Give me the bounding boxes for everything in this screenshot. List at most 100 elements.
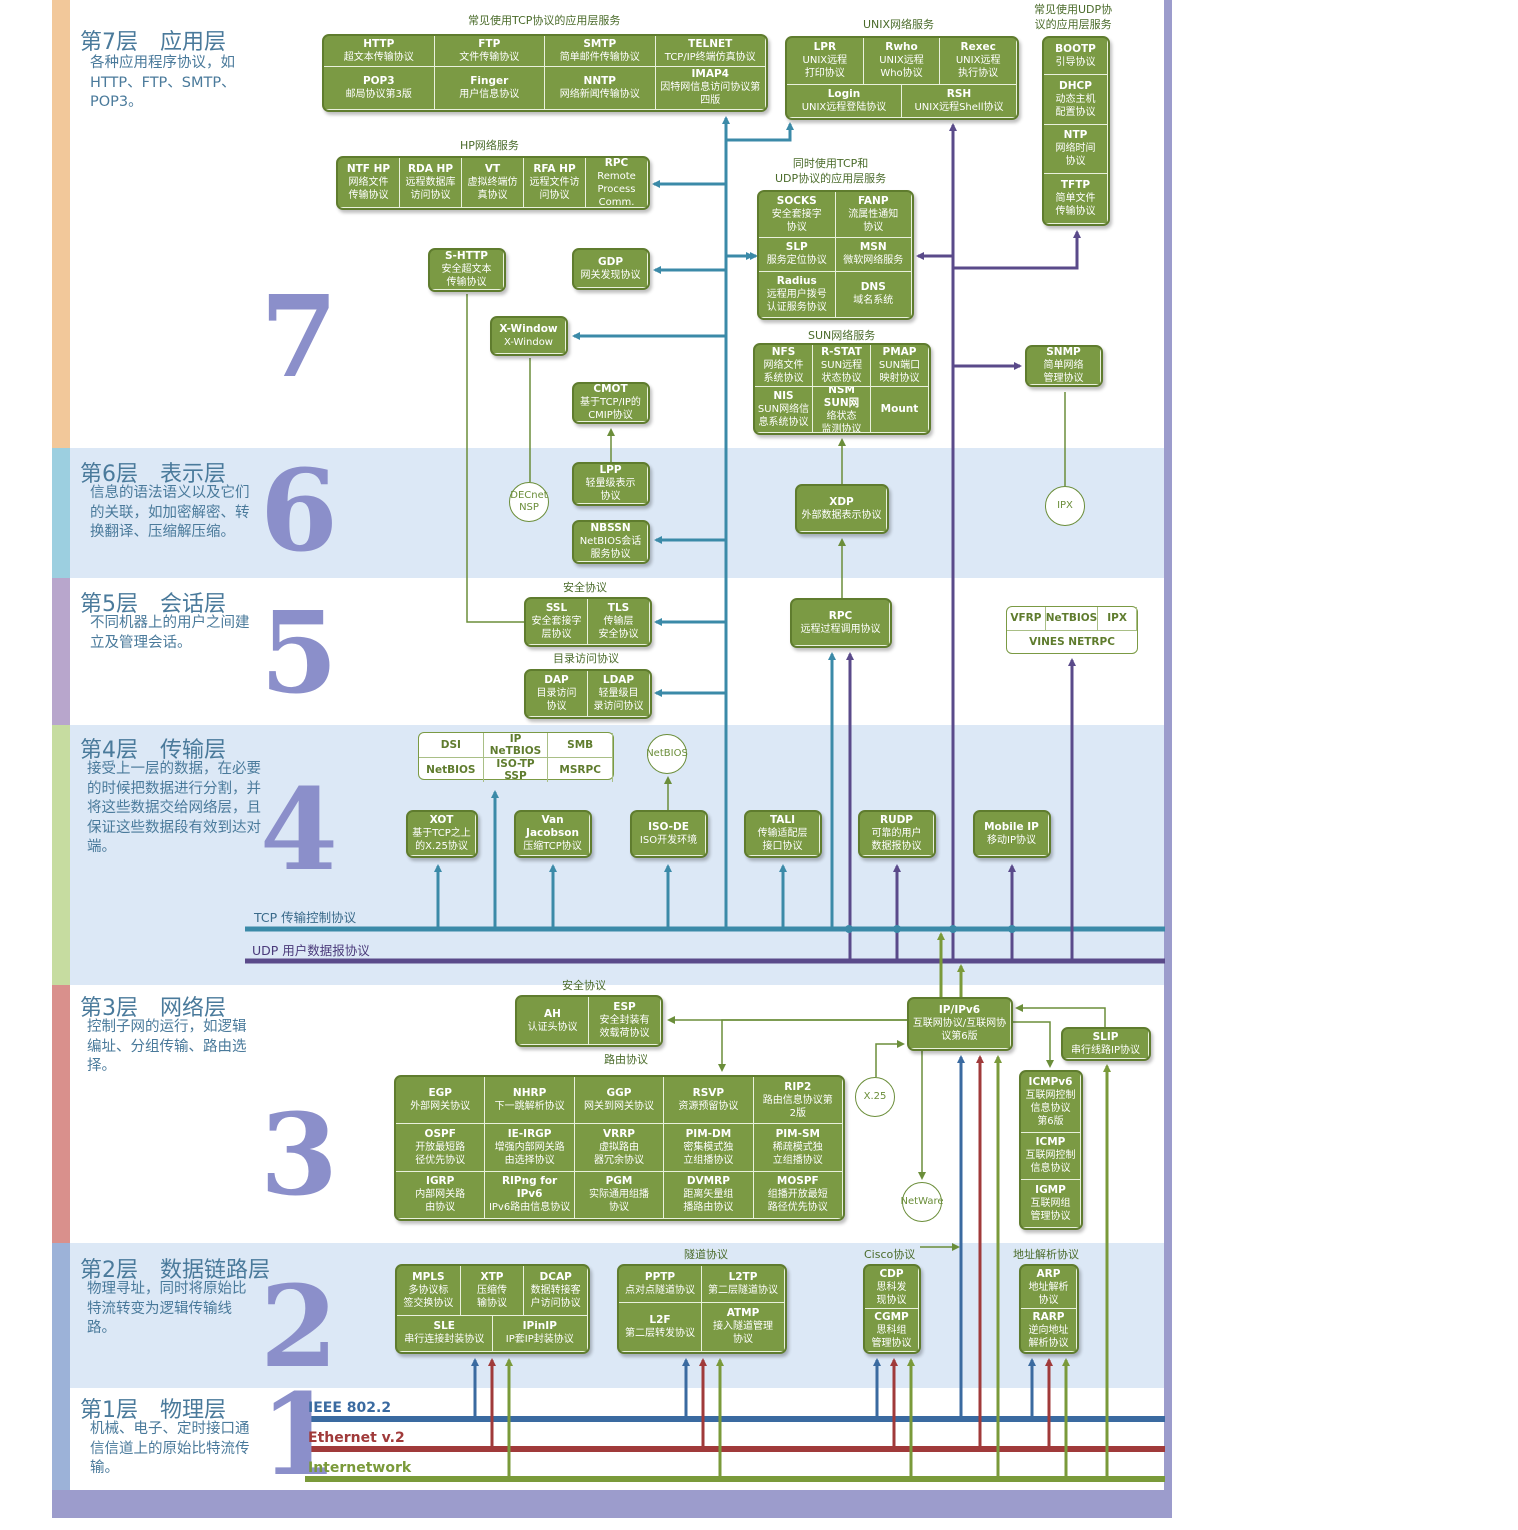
udp-bus-label: UDP 用户数据报协议	[252, 943, 370, 958]
box-sun: NFS 网络文件 系统协议 R-STAT SUN远程 状态协议 PMAP SUN端口 映射…	[753, 343, 931, 435]
protocol-desc: 网络新闻传输协议	[559, 88, 640, 100]
protocol-desc: 互联网协议/互联网协 议第6版	[912, 1018, 1007, 1042]
protocol-name: NTP	[1063, 129, 1088, 142]
protocol-name: TFTP	[1060, 179, 1091, 192]
protocol-desc: 增强内部网关路 由选择协议	[494, 1141, 565, 1166]
xot-cell: XOT 基于TCP之上 的X.25协议	[408, 812, 476, 856]
box-vj: Van Jacobson 压缩TCP协议	[514, 810, 592, 858]
tcpapp-cell: IMAP4 因特网信息访问协议第四版	[655, 66, 766, 110]
protocol-desc: 距离矢量组 播路由协议	[683, 1189, 734, 1214]
bus-junction-0	[845, 925, 853, 933]
protocol-name: FANP	[857, 195, 889, 208]
protocol-desc: 实际通用组播 协议	[588, 1189, 649, 1214]
protocol-name: ESP	[613, 1001, 636, 1013]
protocol-name: IMAP4	[691, 68, 729, 81]
protocol-name: IPinIP	[522, 1320, 557, 1333]
protocol-name: SOCKS	[776, 195, 817, 208]
udpapp-cell: NTP 网络时间 协议	[1044, 124, 1108, 175]
layer-number-l6: 6	[260, 446, 338, 577]
protocol-name: SNMP	[1046, 347, 1081, 358]
protocol-desc: 地址解析 协议	[1028, 1281, 1069, 1306]
protocol-desc: 接入隧道管理 协议	[713, 1321, 773, 1346]
band-l1	[70, 1388, 1165, 1490]
protocol-name: NHRP	[512, 1087, 547, 1100]
protocol-desc: 安全超文本 传输协议	[441, 264, 492, 288]
both-cell: Radius 远程用户拨号 认证服务协议	[759, 271, 836, 318]
tcpapp-cell: FTP 文件传输协议	[434, 36, 545, 67]
protocol-name: S-HTTP	[445, 250, 488, 262]
wbox-cell: DSI	[419, 733, 484, 758]
protocol-name: LDAP	[602, 674, 635, 686]
protocol-name: Van Jacobson	[526, 814, 579, 839]
layer-title-l6: 第6层 表示层	[80, 462, 226, 487]
protocol-desc: 互联网控制 信息协议	[1025, 1150, 1076, 1175]
protocol-name: PMAP	[882, 346, 917, 358]
wbox-cell: SMB	[548, 733, 613, 758]
protocol-name: AH	[544, 1007, 561, 1020]
ethernet-bus-label: Ethernet v.2	[308, 1430, 405, 1446]
protocol-desc: 简单网络 管理协议	[1043, 360, 1084, 384]
strip-l4	[52, 725, 70, 985]
protocol-desc: 串行连接封装协议	[404, 1334, 485, 1346]
ssltls-cell: TLS 传输层 安全协议	[588, 599, 650, 645]
protocol-desc: SUN网络信 息系统协议	[757, 404, 810, 428]
protocol-desc: 传输层 安全协议	[598, 616, 639, 640]
udpapp-cell: DHCP 动态主机 配置协议	[1044, 74, 1108, 125]
protocol-desc: 动态主机 配置协议	[1055, 93, 1096, 118]
hp-cell: RPC Remote Process Comm.	[586, 158, 648, 208]
snmp-cell: SNMP 简单网络 管理协议	[1027, 347, 1101, 385]
protocol-name: XOT	[429, 814, 454, 826]
box-slip: SLIP 串行线路IP协议	[1061, 1027, 1151, 1061]
protocol-desc: 稀疏模式独 立组播协议	[772, 1141, 823, 1166]
udpapp-cell: BOOTP 引导协议	[1044, 38, 1108, 75]
group-label-g_route: 路由协议	[604, 1053, 648, 1066]
protocol-desc: 组播开放最短 路径优先协议	[767, 1189, 828, 1214]
box-rudp: RUDP 可靠的用户 数据报协议	[858, 810, 936, 858]
protocol-desc: 超文本传输协议	[343, 51, 414, 63]
group-label-g_unix: UNIX网络服务	[863, 18, 935, 31]
strip-l1	[52, 1388, 70, 1490]
protocol-desc: 认证头协议	[527, 1021, 578, 1033]
protocol-desc: 可靠的用户 数据报协议	[871, 828, 922, 852]
box-ahesp: AH 认证头协议 ESP 安全封装有 效载荷协议	[515, 995, 663, 1047]
isode-cell: ISO-DE ISO开发环境	[632, 812, 706, 856]
mpls-cell: DCAP 数据转接客 户访问协议	[524, 1266, 588, 1316]
tcpapp-cell: NNTP 网络新闻传输协议	[545, 66, 656, 110]
layer-number-l5: 5	[260, 588, 338, 719]
box-unix: LPR UNIX远程 打印协议 Rwho UNIX远程 Who协议 Rexec UNIX远…	[785, 36, 1019, 120]
arp-cell: RARP 逆向地址 解析协议	[1021, 1309, 1077, 1352]
protocol-name: LPR	[813, 41, 837, 54]
strip-l3	[52, 985, 70, 1243]
protocol-name: IGMP	[1035, 1184, 1066, 1197]
box-hp: NTF HP 网络文件 传输协议 RDA HP 远程数据库 访问协议 VT 虚拟终端仿 真…	[336, 156, 650, 210]
strip-l7	[52, 0, 70, 448]
bus-junction-1	[893, 925, 901, 933]
protocol-desc: 邮局协议第3版	[345, 88, 412, 100]
rudp-cell: RUDP 可靠的用户 数据报协议	[860, 812, 934, 856]
protocol-desc: 网关发现协议	[580, 269, 641, 281]
unix-cell: Rexec UNIX远程 执行协议	[940, 38, 1017, 85]
mpls-cell: MPLS 多协议标 签交换协议	[397, 1266, 461, 1316]
group-label-g_sun: SUN网络服务	[808, 329, 876, 342]
protocol-desc: 安全套接字 协议	[771, 209, 822, 234]
layer-number-l1: 1	[260, 1370, 338, 1501]
protocol-desc: 简单文件 传输协议	[1055, 193, 1096, 218]
protocol-name: MSN	[859, 241, 887, 254]
sun-cell: PMAP SUN端口 映射协议	[871, 345, 929, 387]
udpapp-cell: TFTP 简单文件 传输协议	[1044, 174, 1108, 224]
layer-desc-l7: 各种应用程序协议，如HTTP、FTP、SMTP、POP3。	[90, 55, 236, 110]
protocol-desc: UNIX远程Shell协议	[914, 101, 1004, 113]
protocol-desc: 思科发 现协议	[876, 1281, 907, 1306]
protocol-desc: 络状态 监测协议	[821, 410, 862, 433]
protocol-name: L2F	[649, 1313, 671, 1326]
protocol-name: RUDP	[879, 814, 914, 826]
protocol-name: CMOT	[593, 384, 628, 395]
protocol-name: RFA HP	[533, 163, 576, 175]
protocol-name: HTTP	[363, 37, 395, 50]
wbox-cell: NetBIOS	[419, 758, 484, 782]
protocol-desc: 网络时间 协议	[1055, 143, 1096, 168]
x25-ip	[875, 1040, 905, 1077]
cisco-cell: CDP 思科发 现协议	[865, 1266, 919, 1309]
protocol-name: X-Window	[499, 322, 558, 335]
